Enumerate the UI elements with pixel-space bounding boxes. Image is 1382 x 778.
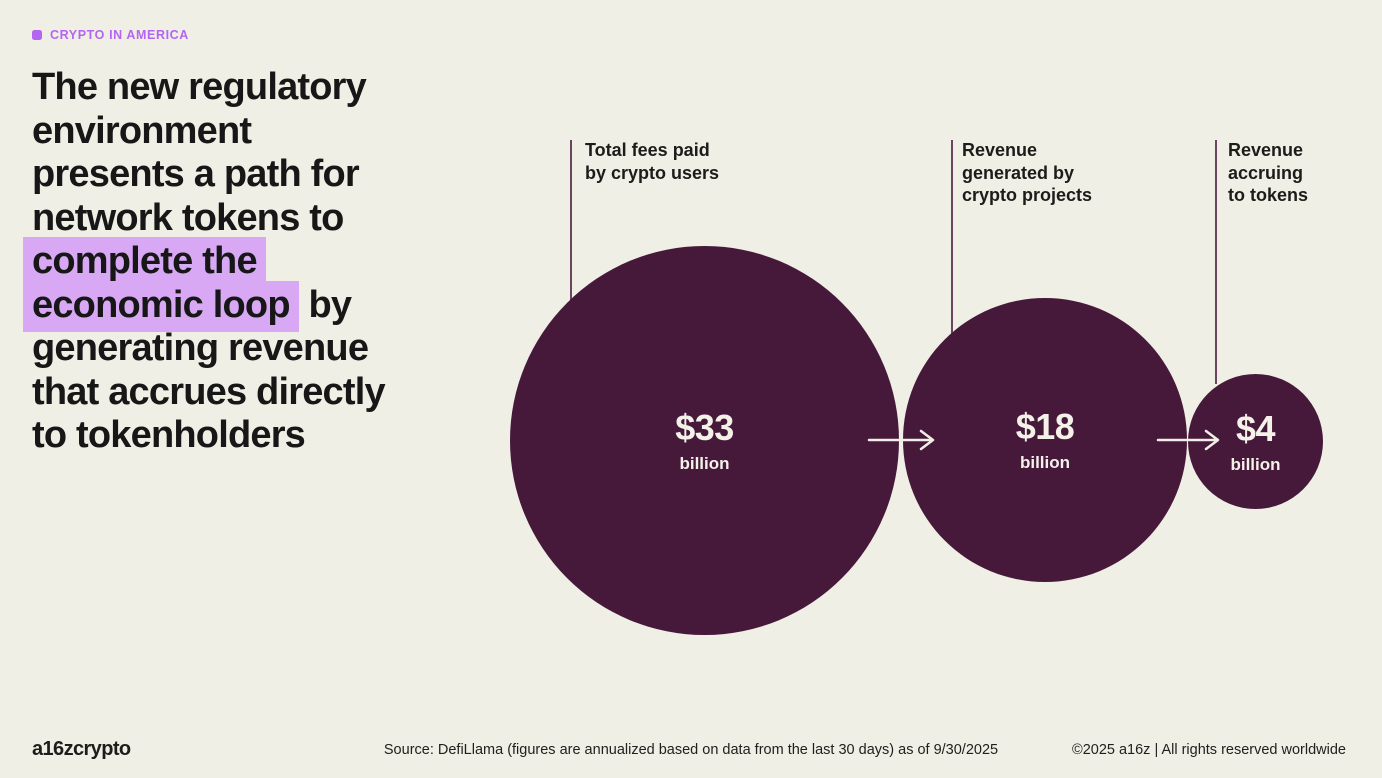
page-title: The new regulatory environment presents …: [23, 66, 492, 458]
circle-label-project-revenue: Revenue generated by crypto projects: [962, 140, 1093, 205]
bubble-project-revenue: $18 billion: [903, 298, 1187, 582]
bubble-unit: billion: [679, 453, 730, 473]
headline-line: to tokenholders: [32, 414, 306, 456]
brand-square-icon: [32, 30, 42, 40]
headline-line-highlighted: economic loop by: [23, 280, 492, 332]
headline-line-highlighted: complete the: [23, 237, 492, 288]
headline-line: that accrues directly: [32, 370, 386, 413]
headline-line: environment: [32, 109, 252, 152]
a16zcrypto-logo: a16zcrypto: [32, 738, 131, 760]
headline-line: generating revenue: [32, 327, 369, 369]
bubble-unit: billion: [1019, 453, 1071, 472]
source-note: Source: DefiLlama (figures are annualize…: [383, 742, 999, 758]
headline-line: network tokens to: [32, 196, 344, 239]
bubble-fees: $33 billion: [510, 246, 899, 635]
headline-line: presents a path for: [32, 153, 360, 195]
bubble-token-revenue: $4 billion: [1188, 374, 1323, 509]
bubble-value: $33: [675, 406, 734, 448]
bubble-value: $4: [1235, 407, 1276, 449]
footer: a16zcrypto Source: DefiLlama (figures ar…: [0, 736, 1382, 764]
copyright-note: ©2025 a16z | All rights reserved worldwi…: [1072, 742, 1346, 758]
circle-label-fees: Total fees paid by crypto users: [585, 140, 720, 183]
bubble-unit: billion: [1230, 454, 1281, 474]
circle-label-token-revenue: Revenue accruing to tokens: [1228, 140, 1309, 205]
headline-line: The new regulatory: [32, 66, 367, 108]
bubble-value: $18: [1015, 406, 1075, 447]
eyebrow: CRYPTO IN AMERICA: [32, 28, 189, 42]
eyebrow-label: CRYPTO IN AMERICA: [50, 28, 189, 42]
